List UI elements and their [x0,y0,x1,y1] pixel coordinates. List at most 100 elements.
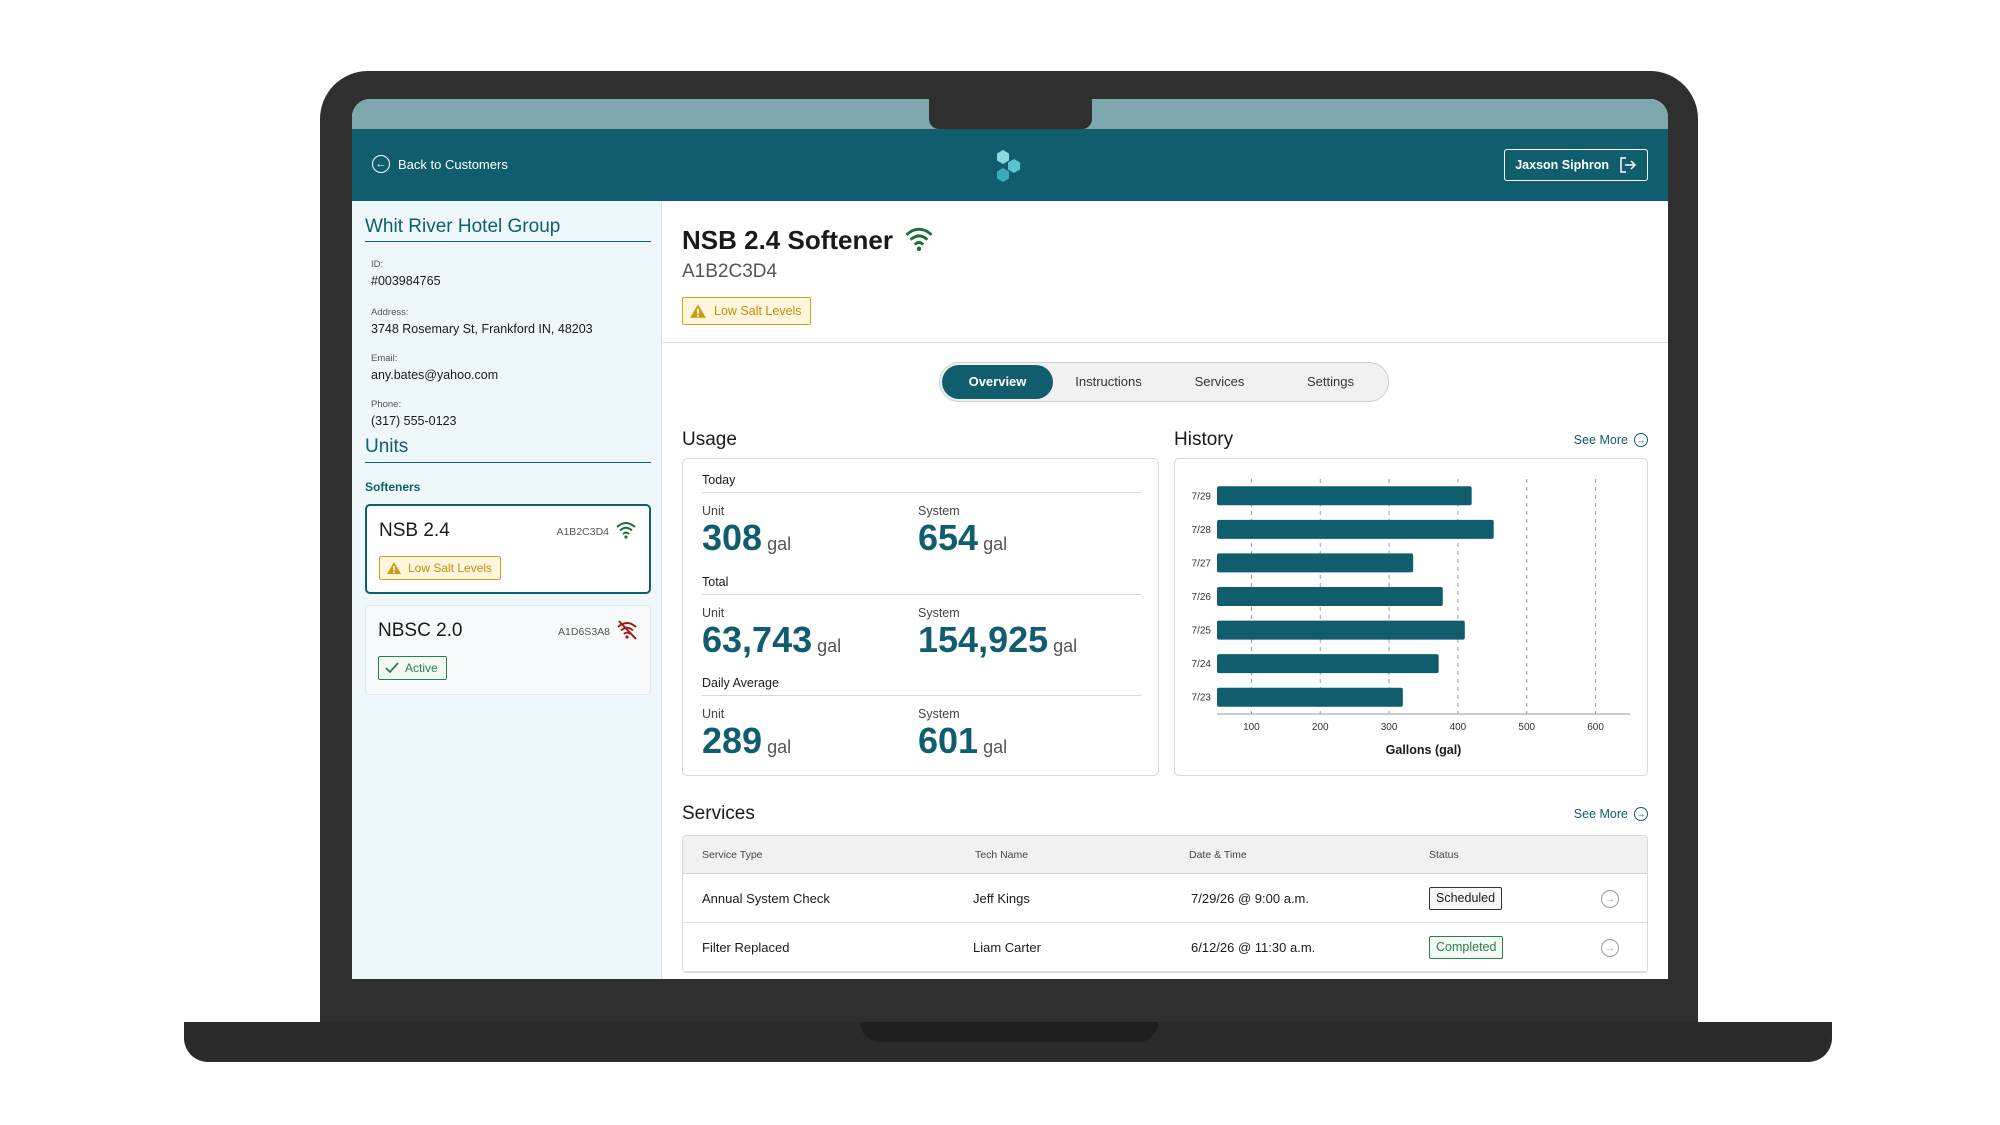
value-suffix: gal [1053,636,1078,656]
status-badge: Completed [1429,936,1504,959]
value-number: 654 [918,517,979,558]
tab-services[interactable]: Services [1194,374,1245,389]
email-label: Email: [371,353,398,364]
checkmark-icon [385,662,399,674]
phone-label: Phone: [371,399,402,410]
wifi-connected-icon [905,227,933,252]
logout-icon [1620,157,1637,173]
divider [702,492,1141,493]
divider [365,241,651,242]
tab-settings[interactable]: Settings [1307,374,1354,389]
customer-name: Whit River Hotel Group [365,216,561,237]
value-number: 63,743 [702,619,813,660]
today-unit-value: 308 gal [702,517,791,559]
tab-overview[interactable]: Overview [942,365,1053,399]
unit-name: NSB 2.4 [379,520,450,541]
bar [1217,687,1403,707]
value-number: 154,925 [918,619,1049,660]
bar [1217,620,1465,640]
value-suffix: gal [817,636,842,656]
tab-instructions[interactable]: Instructions [1075,374,1142,389]
system-label: System [918,606,960,620]
arrow-left-icon: ← [372,155,390,173]
arrow-right-icon[interactable]: → [1601,890,1619,908]
system-label: System [918,707,960,721]
x-tick-label: 600 [1587,722,1604,733]
date-time: 7/29/26 @ 9:00 a.m. [1191,891,1309,906]
x-tick-label: 400 [1450,722,1467,733]
service-type: Annual System Check [702,891,830,906]
warning-icon [387,562,401,574]
back-label: Back to Customers [398,156,508,172]
bar [1217,553,1414,573]
unit-card-nbsc-2-0[interactable]: NBSC 2.0 A1D6S3A8 Active [365,605,651,695]
value-number: 601 [918,720,979,761]
x-axis-title: Gallons (gal) [1386,743,1462,757]
unit-label: Unit [702,606,725,620]
history-title: History [1174,429,1234,450]
daily-avg-system-value: 601 gal [918,720,1007,762]
id-label: ID: [371,259,384,270]
y-tick-label: 7/24 [1192,659,1212,670]
column-header: Tech Name [975,849,1029,861]
wifi-disconnected-icon [617,620,637,640]
arrow-right-icon: → [1634,433,1648,447]
customer-sidebar: Whit River Hotel Group ID: #003984765 Ad… [352,201,662,979]
laptop-base-notch [860,1022,1158,1042]
services-table: Service Type Tech Name Date & Time Statu… [682,835,1648,973]
history-see-more-link[interactable]: See More → [1574,433,1648,447]
email-value: any.bates@yahoo.com [371,368,499,382]
history-bar-chart: 100 200 300 400 500 600 7/29 7/28 7/27 7/26 7/25 7/… [1192,479,1630,757]
see-more-label: See More [1573,807,1628,821]
today-system-value: 654 gal [918,517,1007,559]
table-header-row: Service Type Tech Name Date & Time Statu… [683,836,1647,874]
usage-panel: Today Unit System 308 gal 654 gal Total … [682,458,1159,776]
tech-name: Jeff Kings [973,891,1030,906]
system-label: System [918,504,960,518]
y-tick-label: 7/28 [1192,525,1212,536]
status-badge: Low Salt Levels [379,556,502,580]
service-type: Filter Replaced [702,940,790,955]
arrow-right-icon: → [1634,807,1648,821]
status-badge: Scheduled [1429,887,1503,910]
unit-label: Unit [702,707,725,721]
services-title: Services [682,803,755,824]
device-alert-badge: Low Salt Levels [682,297,811,325]
divider [702,695,1141,696]
bar [1217,519,1494,539]
daily-avg-unit-value: 289 gal [702,720,791,762]
daily-average-title: Daily Average [702,676,779,690]
y-tick-label: 7/25 [1192,626,1212,637]
bar [1217,587,1443,606]
value-suffix: gal [767,737,792,757]
usage-title: Usage [682,429,737,450]
total-unit-value: 63,743 gal [702,619,841,661]
badge-label: Active [405,661,438,675]
arrow-right-icon[interactable]: → [1601,939,1619,957]
total-system-value: 154,925 gal [918,619,1077,661]
value-suffix: gal [767,534,792,554]
app-screen: ← Back to Customers Jaxson Siphron Whit … [352,99,1668,979]
badge-label: Low Salt Levels [408,561,493,575]
divider [663,342,1668,343]
unit-card-nsb-2-4[interactable]: NSB 2.4 A1B2C3D4 Low Salt Levels [365,504,651,594]
brand-logo-icon [997,150,1020,182]
bar [1217,654,1439,674]
address-value: 3748 Rosemary St, Frankford IN, 48203 [371,322,593,336]
services-see-more-link[interactable]: See More → [1574,807,1648,821]
value-number: 308 [702,517,763,558]
column-header: Status [1429,849,1459,861]
user-logout-button[interactable]: Jaxson Siphron [1504,149,1648,181]
x-tick-label: 200 [1312,722,1329,733]
table-row[interactable]: Annual System Check Jeff Kings 7/29/26 @… [683,874,1647,923]
unit-label: Unit [702,504,725,518]
softeners-label: Softeners [365,480,421,494]
back-to-customers-link[interactable]: ← Back to Customers [372,155,508,173]
divider [702,594,1141,595]
units-title: Units [365,436,409,457]
table-row[interactable]: Filter Replaced Liam Carter 6/12/26 @ 11… [683,923,1647,972]
device-title: NSB 2.4 Softener [682,225,893,255]
x-tick-label: 100 [1243,722,1260,733]
y-tick-label: 7/26 [1192,592,1212,603]
divider [365,462,651,463]
